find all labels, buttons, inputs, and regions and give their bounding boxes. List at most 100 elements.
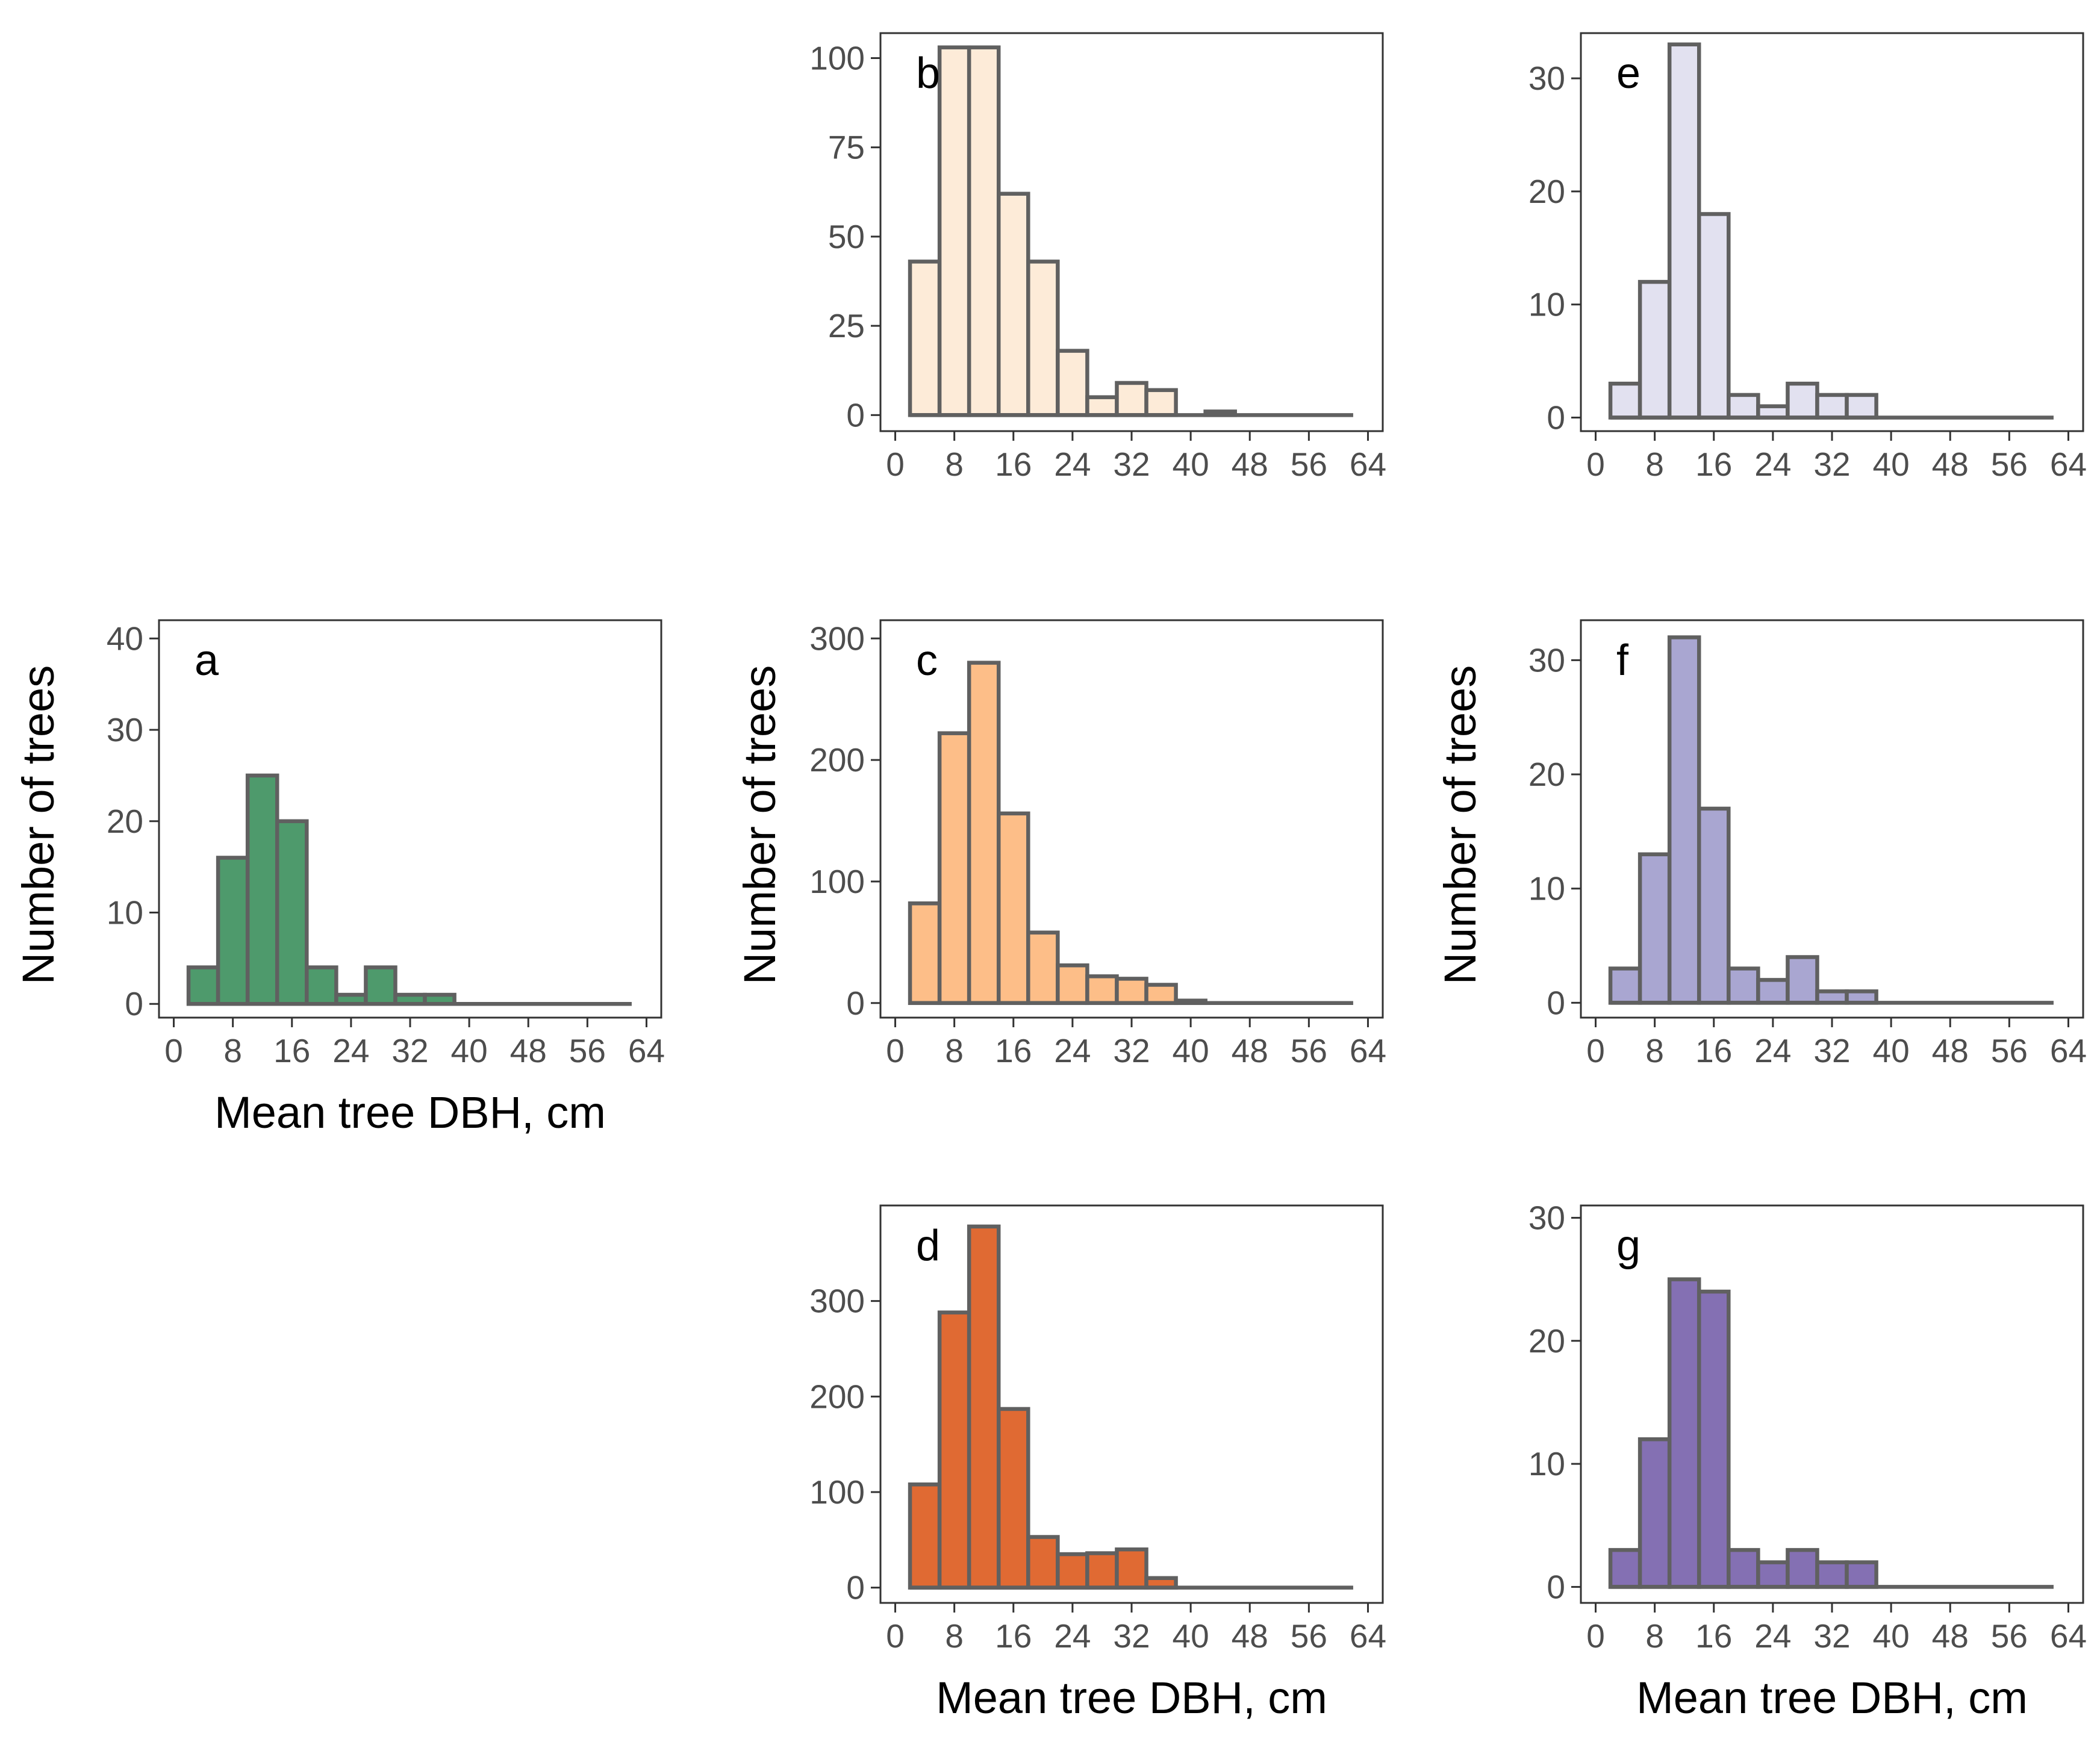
y-tick-label: 30 — [1528, 60, 1565, 97]
y-axis-title: Number of trees — [1435, 665, 1485, 985]
histogram-bar — [186, 965, 220, 1006]
y-tick-label: 0 — [846, 984, 865, 1022]
histogram-bar — [1085, 395, 1119, 417]
x-tick-label: 0 — [886, 1617, 905, 1655]
histogram-bar — [1085, 1551, 1119, 1590]
x-tick-label: 24 — [1054, 446, 1091, 483]
y-tick-label: 300 — [809, 620, 865, 657]
histogram-bar — [1786, 955, 1819, 1005]
histogram-bar — [1637, 279, 1672, 420]
histogram-bar — [1115, 1547, 1148, 1590]
x-tick-label: 48 — [1932, 1032, 1969, 1069]
histogram-bar — [1608, 381, 1642, 420]
x-tick-label: 40 — [1173, 1032, 1209, 1069]
histogram-bar — [1697, 806, 1731, 1005]
panel-g: 0 8 16 24 32 40 48 56 64 0 10 20 30 g Mean tree DBH, c… — [1528, 1199, 2087, 1723]
x-tick-label: 32 — [391, 1032, 428, 1069]
x-tick-label: 56 — [1991, 1617, 2028, 1655]
panel-d: 0 8 16 24 32 40 48 56 64 0 100 200 300 d Mean tree DBH… — [809, 1204, 1386, 1723]
y-tick-label: 40 — [107, 620, 143, 657]
x-tick-label: 32 — [1113, 1617, 1150, 1655]
x-tick-label: 0 — [1586, 446, 1605, 483]
y-tick-label: 10 — [1528, 870, 1565, 907]
x-tick-label: 8 — [223, 1032, 242, 1069]
histogram-bar — [1144, 388, 1178, 417]
y-tick-label: 30 — [1528, 641, 1565, 679]
x-tick-label: 8 — [1645, 446, 1664, 483]
x-tick-label: 48 — [1232, 446, 1268, 483]
x-tick-label: 56 — [569, 1032, 606, 1069]
x-tick-label: 0 — [164, 1032, 183, 1069]
histogram-bar — [1756, 978, 1790, 1005]
histogram-bar — [1845, 1560, 1878, 1589]
histogram-bar — [1727, 966, 1760, 1005]
y-tick-label: 0 — [1547, 1568, 1565, 1605]
x-tick-label: 64 — [2050, 1032, 2087, 1069]
histogram-bar — [1026, 1535, 1060, 1590]
histogram-bar — [967, 45, 1001, 417]
x-tick-label: 24 — [332, 1032, 369, 1069]
x-tick-label: 48 — [1932, 446, 1969, 483]
y-tick-label: 30 — [107, 711, 143, 748]
histogram-bar — [1608, 966, 1642, 1005]
panel-c: 0 8 16 24 32 40 48 56 64 0 100 200 300 c Number of tre… — [735, 619, 1386, 1069]
x-tick-label: 64 — [1350, 1617, 1386, 1655]
y-tick-label: 300 — [809, 1283, 865, 1320]
x-tick-label: 32 — [1113, 446, 1150, 483]
y-tick-label: 0 — [846, 396, 865, 434]
histogram-bar — [245, 773, 279, 1006]
x-tick-label: 56 — [1991, 1032, 2028, 1069]
histogram-bar — [1756, 1560, 1790, 1589]
histogram-bar — [996, 191, 1030, 417]
y-tick-label: 10 — [107, 894, 143, 932]
x-tick-label: 8 — [945, 1617, 964, 1655]
panel-f: 0 8 16 24 32 40 48 56 64 0 10 20 30 f Number of trees — [1435, 619, 2087, 1069]
y-tick-label: 10 — [1528, 286, 1565, 323]
histogram-bar — [908, 1482, 942, 1590]
histogram-bar — [1697, 212, 1731, 420]
histogram-bar — [996, 1407, 1030, 1590]
x-axis-title: Mean tree DBH, cm — [1636, 1673, 2028, 1723]
histogram-bar — [967, 661, 1001, 1006]
x-tick-label: 56 — [1291, 1617, 1327, 1655]
x-tick-label: 24 — [1054, 1032, 1091, 1069]
panel-letter: d — [916, 1222, 940, 1270]
x-tick-label: 0 — [1586, 1617, 1605, 1655]
histogram-bar — [216, 856, 250, 1006]
histogram-bar — [1786, 1547, 1819, 1589]
histogram-bar — [1056, 1552, 1089, 1590]
x-tick-label: 56 — [1291, 1032, 1327, 1069]
histogram-bar — [1697, 1289, 1731, 1589]
x-tick-label: 40 — [1873, 1032, 1910, 1069]
histogram-bar — [1085, 974, 1119, 1006]
histogram-bar — [1727, 393, 1760, 420]
histogram-bar — [937, 1310, 971, 1590]
x-tick-label: 16 — [995, 1617, 1032, 1655]
y-tick-label: 100 — [809, 1473, 865, 1511]
panel-e: 0 8 16 24 32 40 48 56 64 0 10 20 30 e — [1528, 32, 2087, 483]
x-tick-label: 64 — [2050, 1617, 2087, 1655]
y-tick-label: 20 — [1528, 756, 1565, 793]
x-tick-label: 48 — [1232, 1617, 1268, 1655]
x-tick-label: 40 — [451, 1032, 488, 1069]
x-tick-label: 40 — [1173, 446, 1209, 483]
x-tick-label: 32 — [1113, 1032, 1150, 1069]
y-axis-title: Number of trees — [735, 665, 785, 985]
x-tick-label: 64 — [2050, 446, 2087, 483]
panel-letter: f — [1616, 636, 1629, 685]
histogram-bar — [1727, 1547, 1760, 1589]
y-tick-label: 20 — [1528, 173, 1565, 210]
y-tick-label: 10 — [1528, 1445, 1565, 1482]
histogram-bar — [996, 811, 1030, 1006]
panel-a: 0 8 16 24 32 40 48 56 64 0 10 20 30 40 a Mean tree DBH,… — [13, 619, 665, 1137]
histogram-bar — [1056, 963, 1089, 1006]
histogram-bar — [1026, 930, 1060, 1006]
y-tick-label: 30 — [1528, 1199, 1565, 1236]
histogram-bar — [1667, 635, 1701, 1005]
x-tick-label: 32 — [1813, 1617, 1850, 1655]
histogram-bar — [1026, 260, 1060, 417]
x-tick-label: 16 — [995, 446, 1032, 483]
y-tick-label: 0 — [846, 1569, 865, 1607]
x-tick-label: 56 — [1291, 446, 1327, 483]
panel-letter: e — [1616, 49, 1640, 98]
